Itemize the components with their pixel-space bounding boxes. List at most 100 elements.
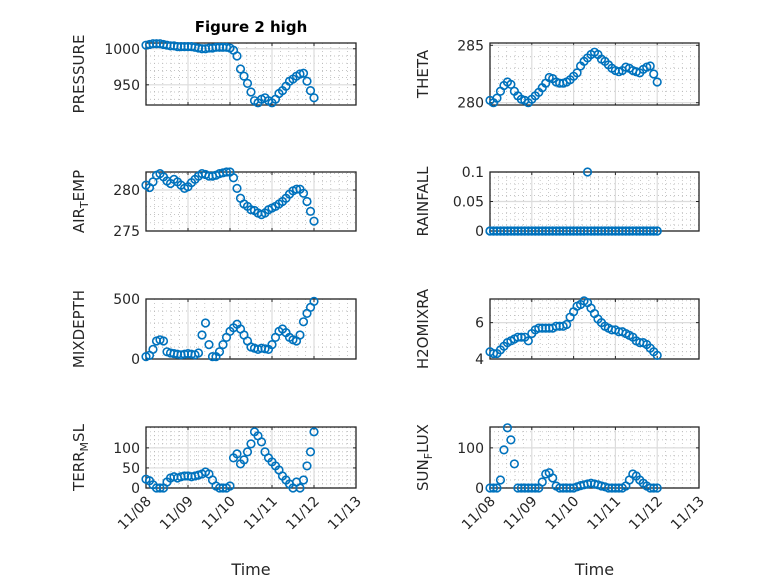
data-point [298, 317, 309, 327]
y-tick-label: 100 [113, 441, 140, 457]
y-axis-label: MIXDEPTH [70, 290, 88, 368]
data-point [652, 226, 662, 236]
data-point [572, 68, 582, 78]
data-series [141, 427, 319, 493]
axes-box [145, 171, 357, 232]
data-point [492, 93, 502, 103]
data-point [260, 344, 270, 354]
subplot-sun-flux: 0 100 SUNFLUX 11/08 11/09 11/10 11/11 11/12 11/1… [414, 423, 708, 579]
y-tick-label: 0.05 [453, 195, 484, 211]
y-tick-label: 0 [475, 481, 484, 497]
data-point [495, 475, 506, 485]
data-point [197, 330, 207, 340]
axes-box [489, 42, 700, 106]
data-point [239, 71, 249, 81]
data-point [562, 319, 572, 330]
data-point [232, 51, 242, 61]
x-tick-label: 11/10 [543, 494, 583, 534]
y-tick-label: 100 [457, 441, 484, 457]
data-point [523, 336, 533, 346]
data-point [155, 483, 165, 493]
y-tick-label: 280 [457, 96, 484, 112]
data-series [485, 423, 662, 493]
axes-background [146, 43, 356, 105]
y-tick-label: 0.1 [462, 165, 484, 181]
data-point [242, 447, 253, 457]
axes-background [490, 427, 699, 488]
y-tick-label: 500 [113, 292, 140, 308]
axes-box [145, 298, 357, 360]
subplot-pressure: 950 1000 PRESSURE Figure 2 high [70, 18, 357, 113]
subplot-rainfall: 0 0.05 0.1 RAINFALL [414, 165, 700, 240]
data-point [207, 352, 218, 362]
y-tick-label: 950 [113, 78, 140, 94]
data-point [652, 483, 662, 493]
axes-box [145, 426, 357, 489]
data-point [302, 76, 312, 86]
data-point [298, 475, 309, 485]
data-point [499, 445, 509, 455]
x-tick-label: 11/09 [501, 494, 541, 534]
x-tick-label: 11/13 [668, 494, 708, 534]
subplot-theta: 280 285 THETA [414, 38, 700, 112]
y-tick-label: 0 [131, 352, 140, 368]
subplot-h2omixra: 4 6 H2OMIXRA [414, 288, 700, 369]
data-series [485, 47, 662, 108]
x-tick-label: 11/13 [325, 494, 365, 534]
data-point [291, 184, 302, 194]
x-tick-label: 11/10 [199, 494, 239, 534]
data-point [309, 427, 319, 437]
x-axis-label: Time [230, 560, 270, 579]
data-point [221, 167, 232, 177]
data-point [516, 332, 526, 342]
subplot-mixdepth: 0 500 MIXDEPTH [70, 290, 357, 368]
data-point [649, 483, 659, 493]
y-axis-label: SUNFLUX [414, 424, 435, 491]
data-series [141, 167, 319, 226]
data-point [492, 483, 502, 493]
data-point [502, 423, 513, 433]
data-point [200, 318, 211, 328]
axes-box [489, 298, 700, 360]
data-point [488, 483, 499, 493]
x-tick-label: 11/09 [157, 494, 197, 534]
data-point [309, 296, 319, 307]
data-point [148, 344, 158, 355]
y-tick-label: 1000 [104, 42, 140, 58]
data-point [645, 61, 655, 71]
y-tick-label: 0 [475, 224, 484, 240]
data-point [295, 483, 305, 493]
y-tick-label: 285 [457, 38, 484, 54]
data-point [239, 455, 249, 465]
data-point [295, 69, 305, 79]
data-point [298, 68, 309, 78]
data-point [232, 449, 242, 459]
data-point [652, 350, 662, 360]
y-tick-label: 50 [122, 461, 140, 477]
x-axis-label: Time [574, 560, 614, 579]
data-point [256, 437, 267, 447]
x-tick-label: 11/08 [115, 494, 155, 534]
y-tick-label: 275 [113, 224, 140, 240]
data-point [582, 167, 593, 177]
data-point [295, 330, 305, 340]
data-point [506, 435, 516, 445]
data-series [485, 167, 662, 236]
data-point [158, 336, 169, 346]
y-axis-label: THETA [414, 49, 432, 99]
x-tick-label: 11/11 [241, 494, 281, 534]
y-axis-label: H2OMIXRA [414, 288, 432, 369]
data-point [309, 216, 319, 226]
data-point [548, 473, 558, 483]
data-point [652, 77, 662, 87]
data-point [232, 183, 242, 193]
data-point [228, 173, 239, 183]
subplot-air-temp: 275 280 AIRTEMP [70, 167, 357, 240]
data-point [235, 64, 246, 74]
y-tick-label: 4 [475, 352, 484, 368]
data-point [305, 85, 316, 96]
data-point [246, 87, 256, 97]
y-tick-label: 280 [113, 183, 140, 199]
y-tick-label: 6 [475, 316, 484, 332]
